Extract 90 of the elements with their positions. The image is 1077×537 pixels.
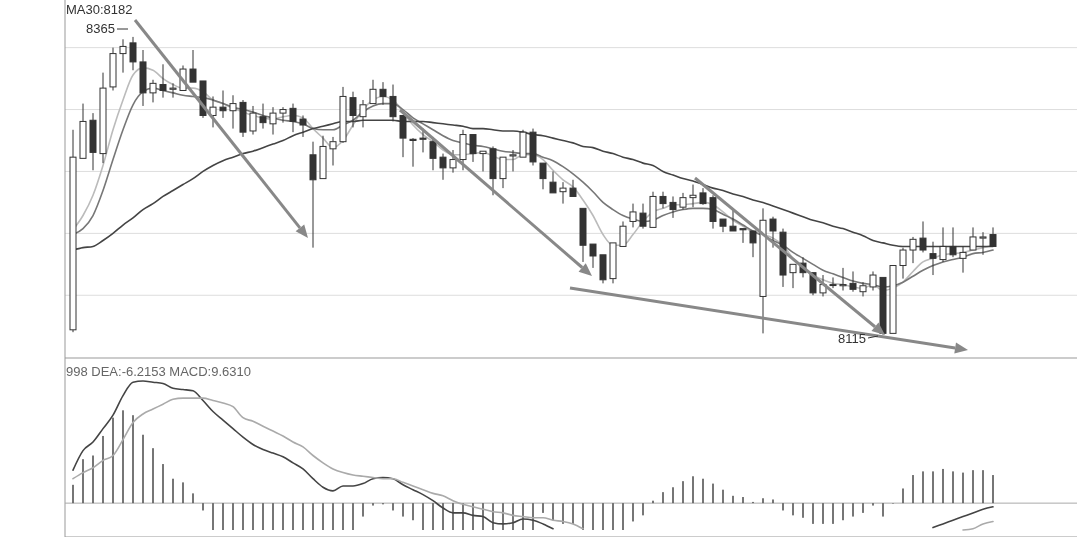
candlestick [359, 99, 367, 128]
candlestick [859, 281, 867, 297]
candlestick [149, 79, 157, 103]
candlestick [399, 114, 407, 158]
candlestick [959, 245, 967, 274]
candlestick [749, 230, 757, 258]
candlestick [759, 207, 767, 334]
candlestick [229, 94, 237, 130]
candlestick [169, 82, 177, 99]
candlestick [549, 170, 557, 194]
candlestick [569, 179, 577, 197]
candlestick [669, 195, 677, 219]
candlestick [789, 263, 797, 289]
candlestick [469, 134, 477, 163]
candlestick [329, 136, 337, 166]
candlestick [649, 191, 657, 228]
candlestick [989, 226, 997, 247]
candlestick [969, 226, 977, 251]
candlestick [129, 36, 137, 71]
annotation: 8365 [86, 21, 115, 36]
annotation: 8115 [838, 331, 866, 346]
candlestick [949, 226, 957, 258]
candlestick [349, 91, 357, 128]
candlestick [219, 89, 227, 119]
candlestick [89, 112, 97, 171]
candlestick [849, 270, 857, 293]
candlestick [159, 63, 167, 99]
candlestick [379, 81, 387, 106]
candlestick [79, 103, 87, 159]
candlestick [829, 276, 837, 289]
candlestick [209, 95, 217, 128]
candlestick [369, 79, 377, 105]
candlestick [679, 192, 687, 211]
candlestick [499, 156, 507, 189]
candlestick [689, 184, 697, 208]
candlestick [449, 149, 457, 174]
candlestick [189, 49, 197, 83]
candlestick [489, 145, 497, 196]
candlestick [539, 162, 547, 190]
candlestick [529, 128, 537, 166]
candlestick [739, 228, 747, 244]
candlestick [889, 265, 897, 334]
candlestick [719, 218, 727, 233]
candlestick [639, 203, 647, 230]
candlestick [319, 135, 327, 180]
candlestick [979, 231, 987, 256]
candlestick [269, 106, 277, 136]
candlestick [919, 220, 927, 253]
candlestick [239, 99, 247, 138]
candlestick [769, 216, 777, 249]
candlestick [599, 254, 607, 284]
candlestick [699, 187, 707, 205]
candlestick [439, 153, 447, 181]
chart-title: MA30:8182 [66, 2, 133, 17]
candlestick [289, 103, 297, 133]
candlestick [899, 247, 907, 280]
candlestick [929, 241, 937, 276]
candlestick [139, 49, 147, 107]
candlestick [109, 47, 117, 91]
candlestick [409, 138, 417, 168]
candlestick [299, 114, 307, 138]
candlestick [519, 129, 527, 158]
candlestick [119, 38, 127, 74]
candlestick [909, 236, 917, 264]
candlestick [259, 103, 267, 130]
candlestick [509, 149, 517, 172]
candlestick [479, 150, 487, 172]
candlestick [99, 72, 107, 164]
candlestick [389, 84, 397, 122]
candlestick [779, 228, 787, 288]
candlestick [459, 129, 467, 171]
candlestick [339, 86, 347, 143]
candlestick [309, 141, 317, 249]
candlestick [579, 207, 587, 263]
candlestick [709, 194, 717, 230]
candlestick [659, 191, 667, 209]
candlestick [879, 276, 887, 334]
chart-title: 998 DEA:-6.2153 MACD:9.6310 [66, 364, 251, 379]
candlestick [279, 106, 287, 124]
candlestick [609, 242, 617, 284]
candlestick [839, 267, 847, 292]
candlestick [589, 243, 597, 269]
candlestick [939, 226, 947, 263]
candlestick [629, 203, 637, 228]
candlestick [69, 129, 77, 333]
candlestick [419, 128, 427, 153]
candlestick [559, 181, 567, 205]
candlestick [869, 270, 877, 292]
candlestick [619, 220, 627, 247]
candlestick [249, 105, 257, 136]
